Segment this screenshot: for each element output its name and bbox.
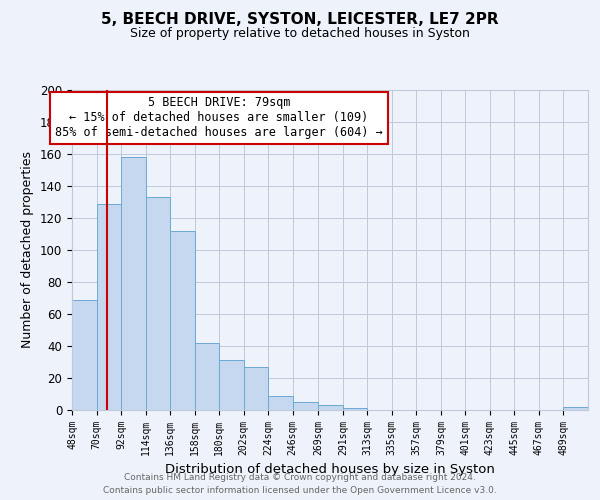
Text: 5, BEECH DRIVE, SYSTON, LEICESTER, LE7 2PR: 5, BEECH DRIVE, SYSTON, LEICESTER, LE7 2… <box>101 12 499 28</box>
Bar <box>170 231 194 410</box>
Bar <box>194 343 219 410</box>
Text: Contains public sector information licensed under the Open Government Licence v3: Contains public sector information licen… <box>103 486 497 495</box>
Bar <box>268 396 293 410</box>
Bar <box>244 367 268 410</box>
Bar <box>318 405 343 410</box>
Text: Contains HM Land Registry data © Crown copyright and database right 2024.: Contains HM Land Registry data © Crown c… <box>124 472 476 482</box>
Bar <box>97 204 121 410</box>
Bar <box>343 408 367 410</box>
Bar <box>72 300 97 410</box>
Bar <box>146 197 170 410</box>
Text: Size of property relative to detached houses in Syston: Size of property relative to detached ho… <box>130 28 470 40</box>
Bar <box>121 157 146 410</box>
Bar <box>219 360 244 410</box>
Bar <box>563 407 588 410</box>
Text: 5 BEECH DRIVE: 79sqm
← 15% of detached houses are smaller (109)
85% of semi-deta: 5 BEECH DRIVE: 79sqm ← 15% of detached h… <box>55 96 383 140</box>
Bar <box>293 402 318 410</box>
Y-axis label: Number of detached properties: Number of detached properties <box>22 152 34 348</box>
X-axis label: Distribution of detached houses by size in Syston: Distribution of detached houses by size … <box>165 464 495 476</box>
